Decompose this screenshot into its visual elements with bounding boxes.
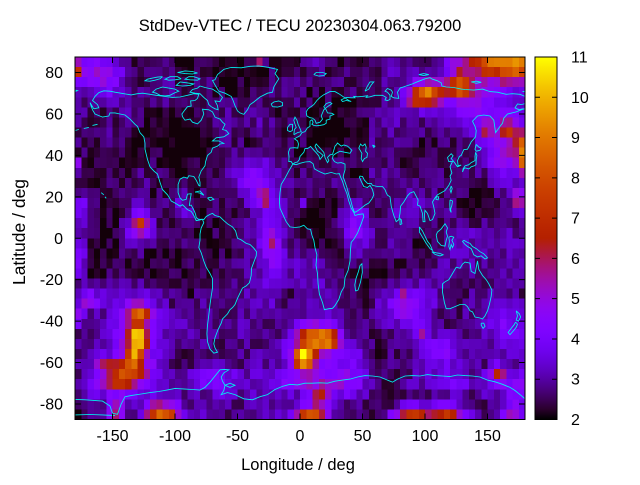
svg-text:100: 100	[412, 428, 439, 445]
svg-text:4: 4	[571, 331, 580, 348]
svg-text:-100: -100	[159, 428, 191, 445]
svg-text:-40: -40	[40, 314, 63, 331]
svg-text:0: 0	[296, 428, 305, 445]
svg-text:11: 11	[571, 50, 588, 67]
svg-text:8: 8	[571, 170, 580, 187]
svg-text:60: 60	[45, 107, 63, 124]
svg-text:-20: -20	[40, 272, 63, 289]
svg-text:Latitude / deg: Latitude / deg	[9, 179, 29, 285]
svg-text:-60: -60	[40, 355, 63, 372]
svg-text:50: 50	[354, 428, 372, 445]
svg-text:9: 9	[571, 130, 580, 147]
svg-text:6: 6	[571, 251, 580, 268]
svg-text:-50: -50	[226, 428, 249, 445]
svg-text:-80: -80	[40, 397, 63, 414]
svg-text:-150: -150	[96, 428, 128, 445]
svg-text:150: 150	[474, 428, 501, 445]
svg-text:Longitude / deg: Longitude / deg	[241, 456, 355, 474]
svg-text:7: 7	[571, 211, 580, 228]
svg-text:80: 80	[45, 65, 63, 82]
svg-text:3: 3	[571, 372, 580, 389]
svg-text:StdDev-VTEC / TECU 20230304.06: StdDev-VTEC / TECU 20230304.063.79200	[139, 17, 462, 35]
svg-text:40: 40	[45, 148, 63, 165]
svg-text:0: 0	[54, 231, 63, 248]
svg-text:20: 20	[45, 189, 63, 206]
svg-text:10: 10	[571, 90, 589, 107]
svg-text:2: 2	[571, 412, 580, 429]
svg-text:5: 5	[571, 291, 580, 308]
